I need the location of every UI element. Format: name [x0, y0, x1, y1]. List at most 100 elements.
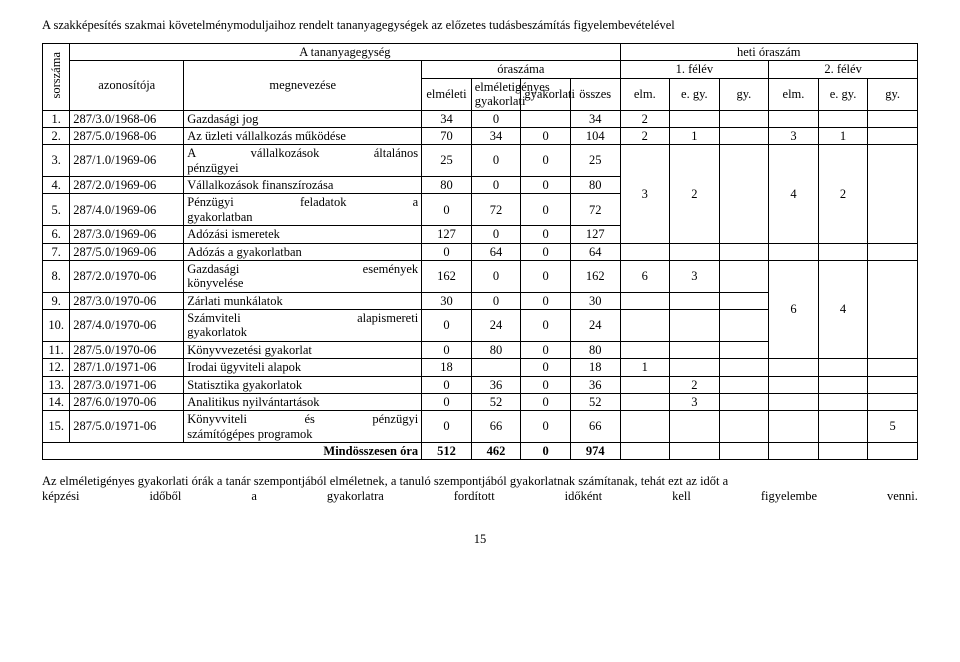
col-felev2: 2. félév: [769, 61, 918, 78]
row-id: 287/1.0/1971-06: [70, 359, 184, 376]
cell: 1: [818, 127, 868, 144]
cell: [719, 376, 769, 393]
cell: 52: [570, 393, 620, 410]
cell: 36: [471, 376, 521, 393]
col-elm1: elm.: [620, 78, 670, 110]
total-cell: 462: [471, 443, 521, 460]
row-id: 287/2.0/1969-06: [70, 177, 184, 194]
total-cell: [818, 443, 868, 460]
cell: 66: [570, 411, 620, 443]
cell: 80: [422, 177, 472, 194]
cell: [719, 110, 769, 127]
cell: [769, 359, 819, 376]
table-row: 15.287/5.0/1971-06Könyvviteliéspénzügyis…: [43, 411, 918, 443]
table-body: 1.287/3.0/1968-06Gazdasági jog3403422.28…: [43, 110, 918, 460]
total-cell: 512: [422, 443, 472, 460]
cell: 52: [471, 393, 521, 410]
col-megn: megnevezése: [184, 61, 422, 110]
cell: [620, 341, 670, 358]
col-gy1: gy.: [719, 78, 769, 110]
cell: 0: [521, 194, 571, 226]
footer-word: venni.: [887, 489, 918, 504]
cell: 64: [570, 243, 620, 260]
cell: 162: [422, 260, 472, 292]
cell: 34: [471, 127, 521, 144]
footer-paragraph: Az elméletigényes gyakorlati órák a taná…: [42, 474, 918, 504]
cell: 2: [620, 110, 670, 127]
cell: [818, 243, 868, 260]
table-row: 12.287/1.0/1971-06Irodai ügyviteli alapo…: [43, 359, 918, 376]
row-number: 7.: [43, 243, 70, 260]
row-name: Gazdaságieseményekkönyvelése: [184, 260, 422, 292]
cell: 18: [422, 359, 472, 376]
footer-word: kell: [672, 489, 691, 504]
row-id: 287/2.0/1970-06: [70, 260, 184, 292]
footer-word: fordított: [454, 489, 495, 504]
cell: [719, 292, 769, 309]
cell: [818, 376, 868, 393]
row-id: 287/5.0/1971-06: [70, 411, 184, 443]
col-osszes: összes: [570, 78, 620, 110]
cell: 127: [570, 226, 620, 243]
cell: 0: [521, 226, 571, 243]
cell: 2: [670, 376, 720, 393]
footer-word: időként: [565, 489, 603, 504]
cell: [818, 411, 868, 443]
cell: 0: [422, 393, 472, 410]
cell: 0: [422, 376, 472, 393]
cell: 0: [471, 145, 521, 177]
row-number: 9.: [43, 292, 70, 309]
row-id: 287/3.0/1971-06: [70, 376, 184, 393]
total-cell: [769, 443, 819, 460]
cell: 70: [422, 127, 472, 144]
cell: [670, 310, 720, 342]
cell: [868, 376, 918, 393]
footer-word: képzési: [42, 489, 79, 504]
cell: [769, 110, 819, 127]
row-name: Statisztika gyakorlatok: [184, 376, 422, 393]
row-name: Avállalkozásokáltalánospénzügyei: [184, 145, 422, 177]
cell: [719, 310, 769, 342]
cell: 1: [670, 127, 720, 144]
cell: 0: [521, 177, 571, 194]
row-id: 287/6.0/1970-06: [70, 393, 184, 410]
row-name: Analitikus nyilvántartások: [184, 393, 422, 410]
table-row: 1.287/3.0/1968-06Gazdasági jog340342: [43, 110, 918, 127]
cell: [719, 243, 769, 260]
cell: [620, 310, 670, 342]
row-name: Zárlati munkálatok: [184, 292, 422, 309]
cell: 1: [620, 359, 670, 376]
cell: 18: [570, 359, 620, 376]
cell: 66: [471, 411, 521, 443]
total-cell: [620, 443, 670, 460]
cell: 30: [422, 292, 472, 309]
cell: 127: [422, 226, 472, 243]
cell: [670, 341, 720, 358]
cell: [670, 243, 720, 260]
cell: 0: [422, 194, 472, 226]
page-title: A szakképesítés szakmai követelménymodul…: [42, 18, 918, 33]
total-label: Mindösszesen óra: [43, 443, 422, 460]
cell: 3: [670, 393, 720, 410]
row-number: 6.: [43, 226, 70, 243]
cell: [769, 411, 819, 443]
table-row: 14.287/6.0/1970-06Analitikus nyilvántart…: [43, 393, 918, 410]
total-cell: 974: [570, 443, 620, 460]
row-number: 10.: [43, 310, 70, 342]
row-number: 14.: [43, 393, 70, 410]
cell: 0: [521, 127, 571, 144]
row-number: 3.: [43, 145, 70, 177]
table-row: 13.287/3.0/1971-06Statisztika gyakorlato…: [43, 376, 918, 393]
cell: [670, 110, 720, 127]
row-id: 287/5.0/1968-06: [70, 127, 184, 144]
cell: 24: [570, 310, 620, 342]
col-egy1: e. gy.: [670, 78, 720, 110]
cell: 2: [818, 145, 868, 243]
cell: [620, 411, 670, 443]
row-id: 287/3.0/1970-06: [70, 292, 184, 309]
footer-word: gyakorlatra: [327, 489, 384, 504]
cell: [620, 243, 670, 260]
cell: [719, 127, 769, 144]
col-gy2: gy.: [868, 78, 918, 110]
total-cell: [719, 443, 769, 460]
